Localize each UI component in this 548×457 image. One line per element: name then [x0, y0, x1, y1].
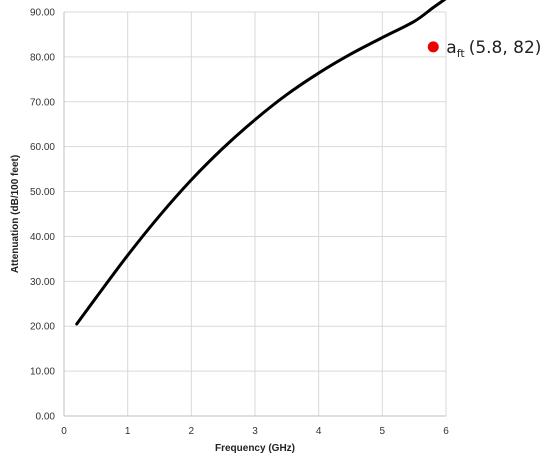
y-tick-label: 90.00 — [30, 8, 55, 19]
gridlines — [64, 11, 447, 416]
y-tick-label: 50.00 — [30, 187, 55, 198]
y-tick-label: 10.00 — [30, 367, 55, 378]
y-tick-label: 20.00 — [30, 322, 55, 333]
y-tick-labels: 0.00 10.00 20.00 30.00 40.00 50.00 60.00 70.00 8… — [30, 8, 55, 423]
x-tick-labels: 0 1 2 3 4 5 6 — [61, 426, 449, 437]
x-tick-label: 5 — [380, 426, 386, 437]
series-line — [75, 0, 447, 326]
y-tick-label: 70.00 — [30, 97, 55, 108]
x-tick-label: 6 — [443, 426, 449, 437]
y-tick-label: 60.00 — [30, 142, 55, 153]
y-tick-label: 30.00 — [30, 277, 55, 288]
x-axis-title: Frequency (GHz) — [215, 443, 295, 454]
x-tick-label: 1 — [125, 426, 131, 437]
highlight-label-main: a — [446, 38, 456, 58]
x-tick-label: 2 — [189, 426, 195, 437]
x-tick-label: 3 — [252, 426, 258, 437]
highlight-label-coords: (5.8, 82) — [469, 38, 542, 58]
highlight-point — [427, 41, 439, 53]
y-tick-label: 80.00 — [30, 52, 55, 63]
x-tick-label: 0 — [61, 426, 67, 437]
highlight-label-subscript: ft — [457, 47, 466, 60]
y-tick-label: 40.00 — [30, 232, 55, 243]
highlight-label: aft (5.8, 82) — [446, 38, 541, 60]
y-axis-title: Attenuation (dB/100 feet) — [10, 155, 21, 273]
y-tick-label: 0.00 — [36, 412, 56, 423]
x-tick-label: 4 — [316, 426, 322, 437]
series-layer — [75, 0, 447, 326]
axes — [63, 12, 446, 417]
